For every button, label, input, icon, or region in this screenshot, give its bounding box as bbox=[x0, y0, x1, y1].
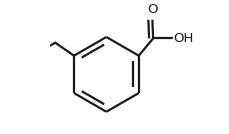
Text: OH: OH bbox=[172, 32, 193, 45]
Text: O: O bbox=[147, 3, 157, 16]
